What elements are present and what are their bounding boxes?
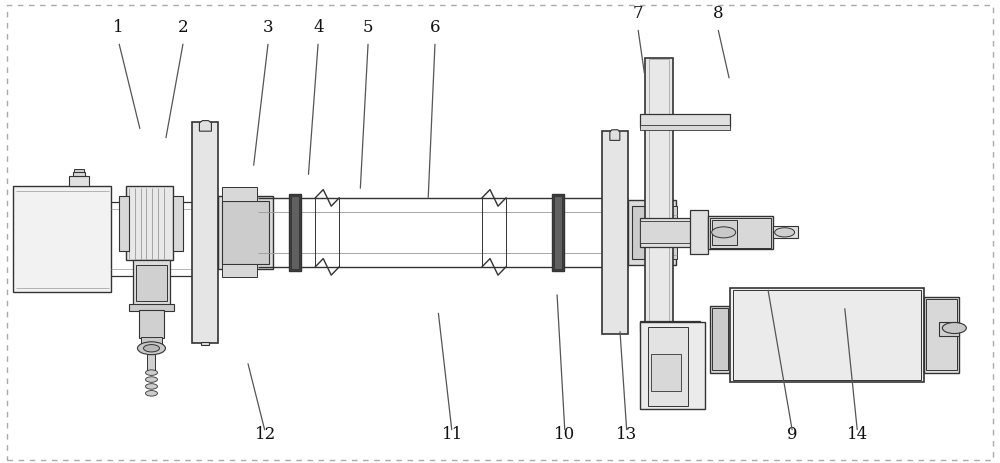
Bar: [730, 288, 924, 382]
Bar: [651, 355, 681, 391]
Bar: [291, 196, 299, 269]
Bar: [141, 337, 162, 345]
Circle shape: [143, 345, 159, 352]
Text: 12: 12: [255, 425, 276, 442]
Bar: [222, 202, 269, 264]
Bar: [289, 195, 301, 271]
Bar: [708, 216, 773, 250]
Bar: [710, 307, 730, 373]
Bar: [640, 126, 730, 131]
Text: 14: 14: [847, 425, 868, 442]
Bar: [690, 211, 708, 255]
Text: 13: 13: [616, 425, 637, 442]
Bar: [939, 322, 959, 336]
Text: 8: 8: [712, 5, 723, 22]
Circle shape: [138, 342, 165, 355]
Bar: [139, 310, 164, 338]
Bar: [129, 304, 174, 311]
Bar: [192, 123, 218, 343]
Bar: [712, 308, 728, 370]
Bar: [173, 196, 183, 251]
Bar: [74, 170, 84, 172]
Circle shape: [775, 228, 795, 238]
Text: 7: 7: [632, 5, 643, 22]
Bar: [712, 220, 737, 246]
Bar: [640, 222, 730, 244]
Text: 5: 5: [363, 19, 373, 36]
Bar: [773, 227, 798, 239]
Bar: [645, 58, 673, 410]
Bar: [554, 196, 562, 269]
Bar: [218, 196, 273, 269]
Bar: [126, 187, 173, 260]
Bar: [73, 172, 85, 177]
Bar: [733, 290, 921, 380]
Bar: [222, 264, 257, 278]
Bar: [133, 260, 170, 307]
Bar: [648, 327, 688, 406]
Text: 9: 9: [787, 425, 798, 442]
Circle shape: [145, 391, 157, 396]
Bar: [632, 206, 668, 259]
Text: 4: 4: [313, 19, 324, 36]
Bar: [222, 188, 257, 202]
Text: 3: 3: [263, 19, 274, 36]
Polygon shape: [199, 121, 211, 132]
Circle shape: [145, 370, 157, 375]
Circle shape: [145, 377, 157, 382]
Bar: [667, 206, 677, 259]
Text: 10: 10: [554, 425, 576, 442]
Bar: [640, 322, 705, 410]
Circle shape: [145, 384, 157, 389]
Text: 2: 2: [178, 19, 189, 36]
Bar: [640, 114, 730, 127]
Bar: [640, 321, 700, 332]
Bar: [628, 201, 676, 265]
Bar: [640, 218, 730, 248]
Bar: [69, 177, 89, 187]
Bar: [13, 187, 111, 293]
Text: 1: 1: [113, 19, 124, 36]
Bar: [602, 132, 628, 334]
Polygon shape: [610, 131, 620, 141]
Bar: [924, 297, 959, 373]
Bar: [552, 195, 564, 271]
Circle shape: [712, 227, 736, 238]
Bar: [119, 196, 129, 251]
Text: 6: 6: [430, 19, 440, 36]
Bar: [926, 300, 957, 370]
Text: 11: 11: [441, 425, 463, 442]
Circle shape: [942, 323, 966, 334]
Bar: [710, 218, 771, 248]
Polygon shape: [201, 342, 209, 345]
Bar: [136, 265, 167, 302]
Bar: [147, 349, 155, 370]
Bar: [649, 60, 669, 408]
